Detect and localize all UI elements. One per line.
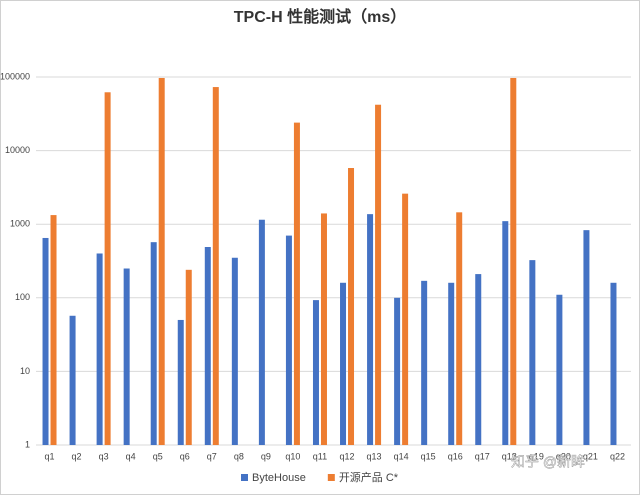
bar: [421, 280, 428, 445]
bar: [610, 282, 617, 445]
bar: [293, 122, 300, 445]
y-tick-label: 100000: [0, 71, 30, 81]
bar: [529, 260, 536, 445]
bar: [312, 300, 319, 445]
bar: [475, 274, 482, 445]
bar: [69, 315, 76, 445]
bar: [340, 282, 347, 445]
x-tick-label: q8: [234, 451, 244, 461]
bar: [185, 269, 192, 445]
x-tick-label: q1: [45, 451, 55, 461]
bar: [320, 213, 327, 445]
bar: [448, 282, 455, 445]
bar: [231, 257, 238, 445]
bar: [402, 193, 409, 445]
x-tick-label: q18: [502, 451, 517, 461]
x-tick-label: q16: [448, 451, 463, 461]
x-tick-label: q22: [610, 451, 625, 461]
bar: [150, 242, 157, 445]
x-tick-label: q4: [126, 451, 136, 461]
bar: [204, 247, 211, 445]
y-tick-label: 100: [15, 292, 30, 302]
x-tick-label: q14: [394, 451, 409, 461]
bar: [177, 319, 184, 445]
watermark: 知乎 @新眸: [511, 454, 585, 470]
y-tick-label: 10: [20, 366, 30, 376]
bar: [96, 253, 103, 445]
bar: [158, 77, 165, 445]
x-tick-label: q6: [180, 451, 190, 461]
bar: [502, 221, 509, 445]
bar: [583, 230, 590, 445]
x-tick-label: q21: [583, 451, 598, 461]
x-tick-label: q17: [475, 451, 490, 461]
bar: [394, 297, 401, 445]
x-tick-label: q15: [421, 451, 436, 461]
bar: [348, 168, 355, 445]
x-tick-label: q3: [99, 451, 109, 461]
y-tick-label: 1: [25, 439, 30, 449]
bar: [556, 294, 563, 445]
x-tick-label: q9: [261, 451, 271, 461]
y-tick-label: 10000: [5, 145, 30, 155]
legend-swatch: [241, 474, 248, 481]
legend-swatch: [327, 474, 335, 481]
x-tick-label: q13: [367, 451, 382, 461]
x-tick-label: q19: [529, 451, 544, 461]
x-tick-label: q20: [556, 451, 571, 461]
x-tick-label: q7: [207, 451, 217, 461]
x-tick-label: q10: [285, 451, 300, 461]
x-tick-label: q2: [72, 451, 82, 461]
chart-title: TPC-H 性能测试（ms）: [234, 7, 406, 26]
bar: [510, 77, 517, 445]
x-tick-label: q5: [153, 451, 163, 461]
legend-label: ByteHouse: [252, 472, 306, 484]
x-tick-label: q12: [340, 451, 355, 461]
bar: [375, 104, 382, 445]
bar: [104, 92, 111, 445]
x-tick-label: q11: [313, 451, 327, 461]
legend-label: 开源产品 C*: [339, 470, 399, 484]
bar: [285, 235, 292, 445]
y-tick-label: 1000: [10, 219, 30, 229]
bar: [212, 87, 219, 445]
bar: [456, 212, 463, 445]
bar: [258, 219, 265, 445]
bar: [367, 214, 374, 445]
bar: [123, 268, 130, 445]
bar: [42, 237, 49, 445]
bar: [50, 215, 57, 445]
